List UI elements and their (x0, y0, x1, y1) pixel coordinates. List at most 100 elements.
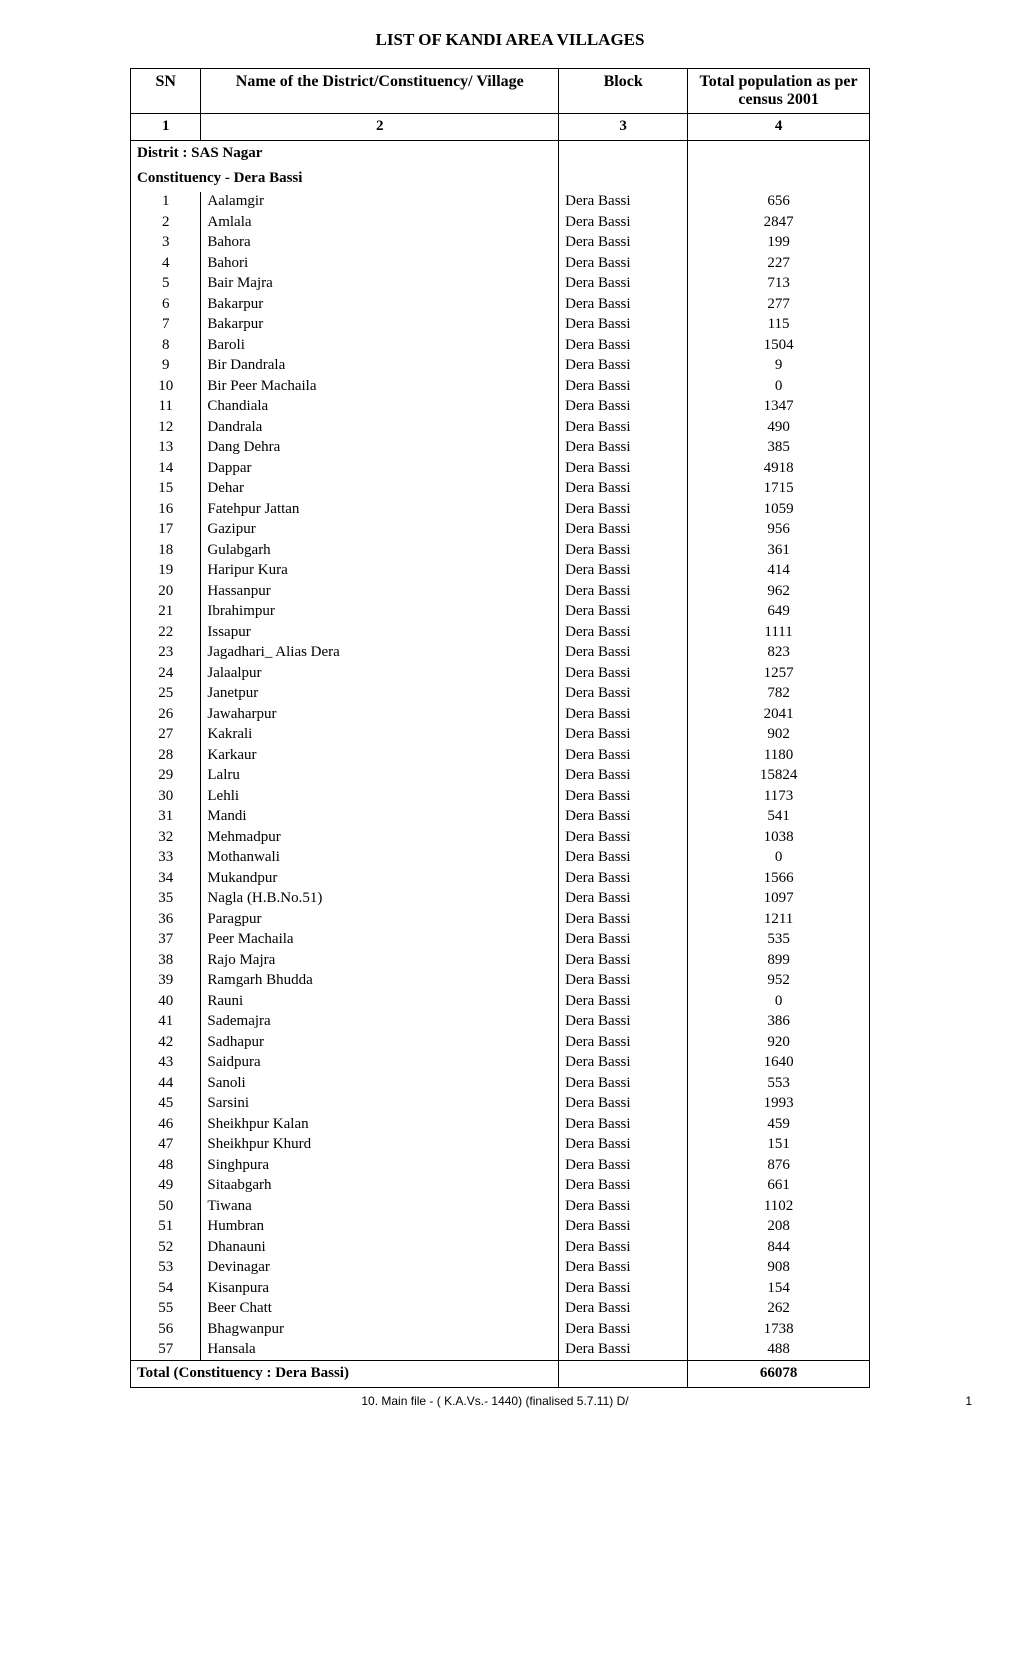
cell-sn: 41 (131, 1012, 201, 1033)
cell-block: Dera Bassi (559, 1176, 688, 1197)
cell-name: Jagadhari_ Alias Dera (201, 643, 559, 664)
cell-sn: 1 (131, 192, 201, 213)
cell-pop: 656 (688, 192, 870, 213)
table-row: 40RauniDera Bassi0 (131, 991, 870, 1012)
cell-pop: 1038 (688, 827, 870, 848)
cell-sn: 49 (131, 1176, 201, 1197)
cell-block: Dera Bassi (559, 581, 688, 602)
cell-pop: 199 (688, 233, 870, 254)
cell-sn: 40 (131, 991, 201, 1012)
cell-block: Dera Bassi (559, 766, 688, 787)
table-row: 7BakarpurDera Bassi115 (131, 315, 870, 336)
cell-sn: 8 (131, 335, 201, 356)
cell-sn: 14 (131, 458, 201, 479)
cell-sn: 16 (131, 499, 201, 520)
table-row: 14DapparDera Bassi4918 (131, 458, 870, 479)
cell-sn: 3 (131, 233, 201, 254)
cell-pop: 956 (688, 520, 870, 541)
table-row: 49SitaabgarhDera Bassi661 (131, 1176, 870, 1197)
cell-sn: 57 (131, 1340, 201, 1361)
cell-name: Dandrala (201, 417, 559, 438)
cell-name: Aalamgir (201, 192, 559, 213)
cell-name: Karkaur (201, 745, 559, 766)
cell-name: Singhpura (201, 1155, 559, 1176)
cell-pop: 4918 (688, 458, 870, 479)
table-row: 18GulabgarhDera Bassi361 (131, 540, 870, 561)
cell-name: Tiwana (201, 1196, 559, 1217)
cell-name: Jalaalpur (201, 663, 559, 684)
cell-block: Dera Bassi (559, 479, 688, 500)
cell-pop: 649 (688, 602, 870, 623)
cell-block: Dera Bassi (559, 602, 688, 623)
cell-pop: 553 (688, 1073, 870, 1094)
table-row: 11ChandialaDera Bassi1347 (131, 397, 870, 418)
cell-sn: 17 (131, 520, 201, 541)
cell-pop: 488 (688, 1340, 870, 1361)
cell-block: Dera Bassi (559, 1135, 688, 1156)
cell-pop: 1102 (688, 1196, 870, 1217)
table-row: 46Sheikhpur KalanDera Bassi459 (131, 1114, 870, 1135)
cell-sn: 45 (131, 1094, 201, 1115)
cell-name: Janetpur (201, 684, 559, 705)
cell-pop: 1211 (688, 909, 870, 930)
table-row: 21IbrahimpurDera Bassi649 (131, 602, 870, 623)
cell-block: Dera Bassi (559, 1012, 688, 1033)
section-district: Distrit : SAS Nagar (131, 140, 559, 166)
total-pop: 66078 (688, 1361, 870, 1388)
cell-sn: 13 (131, 438, 201, 459)
cell-name: Lehli (201, 786, 559, 807)
cell-block: Dera Bassi (559, 561, 688, 582)
cell-sn: 35 (131, 889, 201, 910)
table-row: 34MukandpurDera Bassi1566 (131, 868, 870, 889)
cell-sn: 15 (131, 479, 201, 500)
cell-sn: 33 (131, 848, 201, 869)
cell-pop: 490 (688, 417, 870, 438)
cell-block: Dera Bassi (559, 807, 688, 828)
cell-sn: 22 (131, 622, 201, 643)
cell-sn: 5 (131, 274, 201, 295)
cell-sn: 7 (131, 315, 201, 336)
table-row: 36ParagpurDera Bassi1211 (131, 909, 870, 930)
cell-block: Dera Bassi (559, 1319, 688, 1340)
cell-block: Dera Bassi (559, 1258, 688, 1279)
cell-name: Jawaharpur (201, 704, 559, 725)
cell-pop: 908 (688, 1258, 870, 1279)
cell-block: Dera Bassi (559, 909, 688, 930)
cell-name: Sademajra (201, 1012, 559, 1033)
cell-name: Sadhapur (201, 1032, 559, 1053)
cell-pop: 1173 (688, 786, 870, 807)
table-row: 43SaidpuraDera Bassi1640 (131, 1053, 870, 1074)
cell-sn: 28 (131, 745, 201, 766)
cell-name: Mothanwali (201, 848, 559, 869)
cell-name: Rauni (201, 991, 559, 1012)
cell-name: Bakarpur (201, 315, 559, 336)
cell-pop: 661 (688, 1176, 870, 1197)
cell-block: Dera Bassi (559, 786, 688, 807)
cell-sn: 53 (131, 1258, 201, 1279)
cell-block: Dera Bassi (559, 991, 688, 1012)
cell-block: Dera Bassi (559, 684, 688, 705)
cell-name: Kakrali (201, 725, 559, 746)
table-row: 44SanoliDera Bassi553 (131, 1073, 870, 1094)
cell-pop: 208 (688, 1217, 870, 1238)
table-row: 53DevinagarDera Bassi908 (131, 1258, 870, 1279)
table-row: 10Bir Peer MachailaDera Bassi0 (131, 376, 870, 397)
cell-block: Dera Bassi (559, 930, 688, 951)
cell-name: Nagla (H.B.No.51) (201, 889, 559, 910)
table-row: 50TiwanaDera Bassi1102 (131, 1196, 870, 1217)
table-row: 25JanetpurDera Bassi782 (131, 684, 870, 705)
table-row: 2AmlalaDera Bassi2847 (131, 212, 870, 233)
table-row: 13Dang DehraDera Bassi385 (131, 438, 870, 459)
table-row: 54KisanpuraDera Bassi154 (131, 1278, 870, 1299)
cell-name: Humbran (201, 1217, 559, 1238)
table-row: 28KarkaurDera Bassi1180 (131, 745, 870, 766)
table-row: 15DeharDera Bassi1715 (131, 479, 870, 500)
cell-sn: 10 (131, 376, 201, 397)
cell-pop: 1993 (688, 1094, 870, 1115)
cell-pop: 361 (688, 540, 870, 561)
cell-pop: 2041 (688, 704, 870, 725)
cell-pop: 920 (688, 1032, 870, 1053)
table-row: 9Bir DandralaDera Bassi9 (131, 356, 870, 377)
cell-sn: 43 (131, 1053, 201, 1074)
cell-sn: 20 (131, 581, 201, 602)
